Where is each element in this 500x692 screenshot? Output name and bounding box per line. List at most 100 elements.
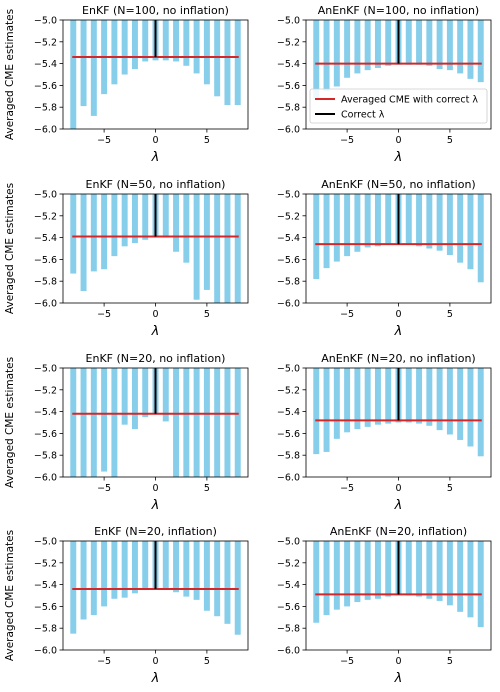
bar (121, 541, 128, 598)
bar (374, 194, 381, 247)
chart-title: AnEnKF (N=50, no inflation) (321, 178, 475, 191)
x-axis-label: λ (151, 671, 160, 686)
bar (234, 541, 241, 635)
bar (333, 20, 340, 87)
bar (80, 20, 87, 107)
x-tick-label: 5 (204, 135, 210, 146)
y-tick-label: −5.2 (277, 211, 300, 222)
y-tick-label: −5.4 (34, 233, 57, 244)
bar (467, 368, 474, 447)
x-tick-label: 0 (152, 135, 158, 146)
chart-panel-3: −6.0 −5.8 −5.6 −5.4 −5.2 −5.0 −5 0 5 EnKF (N=50, … (4, 178, 249, 339)
y-axis-label: Averaged CME estimates (4, 9, 16, 140)
bar (446, 541, 453, 606)
bar (457, 194, 464, 263)
x-tick-label: 5 (204, 309, 210, 320)
y-tick-label: −6.0 (34, 473, 57, 484)
bar (101, 368, 108, 472)
bar (70, 541, 77, 634)
bar (142, 541, 149, 591)
chart-panel-6: −6.0 −5.8 −5.6 −5.4 −5.2 −5.0 −5 0 5 AnEnKF (N=20… (277, 352, 492, 513)
y-tick-label: −5.6 (34, 255, 57, 266)
bar (131, 20, 138, 70)
bar (224, 194, 231, 303)
bar (426, 541, 433, 599)
y-tick-label: −5.8 (277, 624, 300, 635)
bar (173, 541, 180, 593)
y-axis-label: Averaged CME estimates (4, 183, 16, 314)
bar (183, 368, 190, 477)
bar (224, 368, 231, 477)
bar (416, 541, 423, 597)
chart-title: EnKF (N=20, inflation) (94, 525, 217, 538)
bar (446, 368, 453, 435)
y-tick-label: −5.2 (34, 211, 57, 222)
bar (457, 541, 464, 612)
bar (214, 194, 221, 303)
bar (323, 20, 330, 91)
bar (477, 541, 484, 628)
bar (364, 541, 371, 600)
bar (385, 368, 392, 424)
x-axis-label: λ (394, 150, 403, 165)
x-tick-label: 5 (447, 656, 453, 667)
bar (436, 368, 443, 431)
bar (405, 368, 412, 423)
bar (467, 541, 474, 618)
bar (142, 194, 149, 240)
y-tick-label: −5.8 (34, 624, 57, 635)
bar (364, 194, 371, 248)
bar (183, 541, 190, 597)
bar (354, 194, 361, 252)
x-tick-label: 0 (152, 309, 158, 320)
x-tick-label: 0 (395, 135, 401, 146)
y-tick-label: −5.2 (277, 37, 300, 48)
y-tick-label: −6.0 (277, 125, 300, 136)
y-tick-label: −5.2 (277, 385, 300, 396)
bar (344, 194, 351, 257)
bar (162, 368, 169, 422)
bar (131, 541, 138, 594)
bar (333, 194, 340, 262)
y-tick-label: −5.4 (277, 59, 300, 70)
y-tick-label: −5.0 (277, 537, 300, 548)
bar (405, 194, 412, 245)
bar (203, 20, 210, 85)
bar (426, 368, 433, 426)
bar (344, 541, 351, 607)
bar (234, 20, 241, 106)
y-tick-label: −5.6 (277, 429, 300, 440)
chart-title: AnEnKF (N=100, no inflation) (318, 4, 479, 17)
chart-panel-7: −6.0 −5.8 −5.6 −5.4 −5.2 −5.0 −5 0 5 EnKF (N=20, … (4, 525, 249, 686)
chart-title: EnKF (N=50, no inflation) (86, 178, 226, 191)
bar (70, 368, 77, 477)
x-tick-label: 0 (395, 309, 401, 320)
chart-title: EnKF (N=20, no inflation) (86, 352, 226, 365)
x-tick-label: 0 (152, 483, 158, 494)
bar (477, 20, 484, 83)
bar (313, 20, 320, 99)
bar (224, 20, 231, 106)
y-tick-label: −5.6 (277, 81, 300, 92)
y-tick-label: −5.2 (34, 37, 57, 48)
x-tick-label: 0 (395, 656, 401, 667)
bar (374, 541, 381, 599)
bar (446, 20, 453, 71)
bar (405, 20, 412, 65)
bar (173, 20, 180, 62)
y-tick-label: −5.8 (277, 103, 300, 114)
y-axis-label: Averaged CME estimates (4, 530, 16, 661)
bar (323, 194, 330, 269)
bar (111, 541, 118, 599)
bar (416, 20, 423, 65)
y-axis-label: Averaged CME estimates (4, 357, 16, 488)
bar (446, 194, 453, 256)
bar (234, 194, 241, 303)
bar (142, 20, 149, 62)
bar (323, 368, 330, 452)
bar (344, 368, 351, 433)
y-tick-label: −5.4 (277, 233, 300, 244)
bar (214, 20, 221, 97)
y-tick-label: −5.6 (277, 602, 300, 613)
x-tick-label: 5 (447, 309, 453, 320)
